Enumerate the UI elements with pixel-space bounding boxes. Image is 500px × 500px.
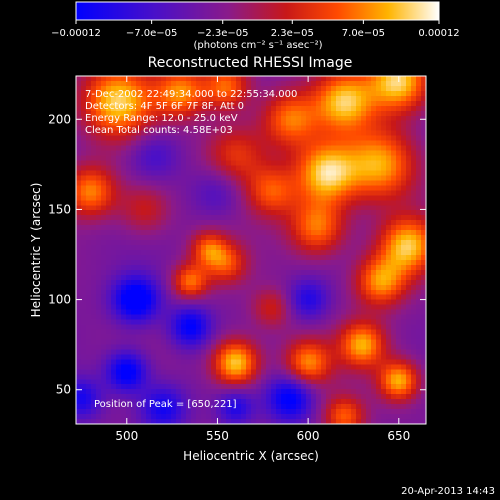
x-tick-label: 650 [387,429,410,443]
heatmap-canvas [76,76,426,424]
info-clean-counts: Clean Total counts: 4.58E+03 [85,125,233,136]
colorbar-tick-label: −0.00012 [51,28,101,39]
heatmap-plot: 500 550 600 650 50 100 150 200 [48,75,427,443]
info-time-range: 7-Dec-2002 22:49:34.000 to 22:55:34.000 [85,89,297,100]
info-overlay: 7-Dec-2002 22:49:34.000 to 22:55:34.000 … [85,89,297,410]
chart-title: Reconstructed RHESSI Image [148,55,353,71]
y-tick-label: 150 [48,202,71,216]
colorbar-tick-label: −7.0e−05 [126,28,178,39]
info-detectors: Detectors: 4F 5F 6F 7F 8F, Att 0 [85,101,244,112]
info-energy-range: Energy Range: 12.0 - 25.0 keV [85,113,238,124]
colorbar-tick-label: 0.00012 [418,28,459,39]
x-tick-label: 500 [115,429,138,443]
colorbar-tick-label: −2.3e−05 [197,28,249,39]
colorbar-tick-label: 2.3e−05 [271,28,314,39]
y-tick-label: 100 [48,293,71,307]
info-peak-position: Position of Peak = [650,221] [94,399,237,410]
colorbar-frame [75,1,440,21]
x-axis-label: Heliocentric X (arcsec) [183,449,319,463]
colorbar-ticks: −0.00012 −7.0e−05 −2.3e−05 2.3e−05 7.0e−05 0.… [51,20,460,39]
colorbar-gradient [76,2,439,20]
y-tick-label: 50 [56,383,71,397]
axis-ticks: 500 550 600 650 50 100 150 200 [48,76,426,443]
plot-frame [75,75,427,425]
x-tick-label: 550 [206,429,229,443]
colorbar: −0.00012 −7.0e−05 −2.3e−05 2.3e−05 7.0e−05 0.… [51,1,460,51]
colorbar-units: (photons cm⁻² s⁻¹ asec⁻²) [193,40,322,51]
colorbar-tick-label: 7.0e−05 [342,28,385,39]
timestamp: 20-Apr-2013 14:43 [401,486,495,497]
x-tick-label: 600 [297,429,320,443]
y-tick-label: 200 [48,112,71,126]
y-axis-label: Heliocentric Y (arcsec) [29,183,43,318]
